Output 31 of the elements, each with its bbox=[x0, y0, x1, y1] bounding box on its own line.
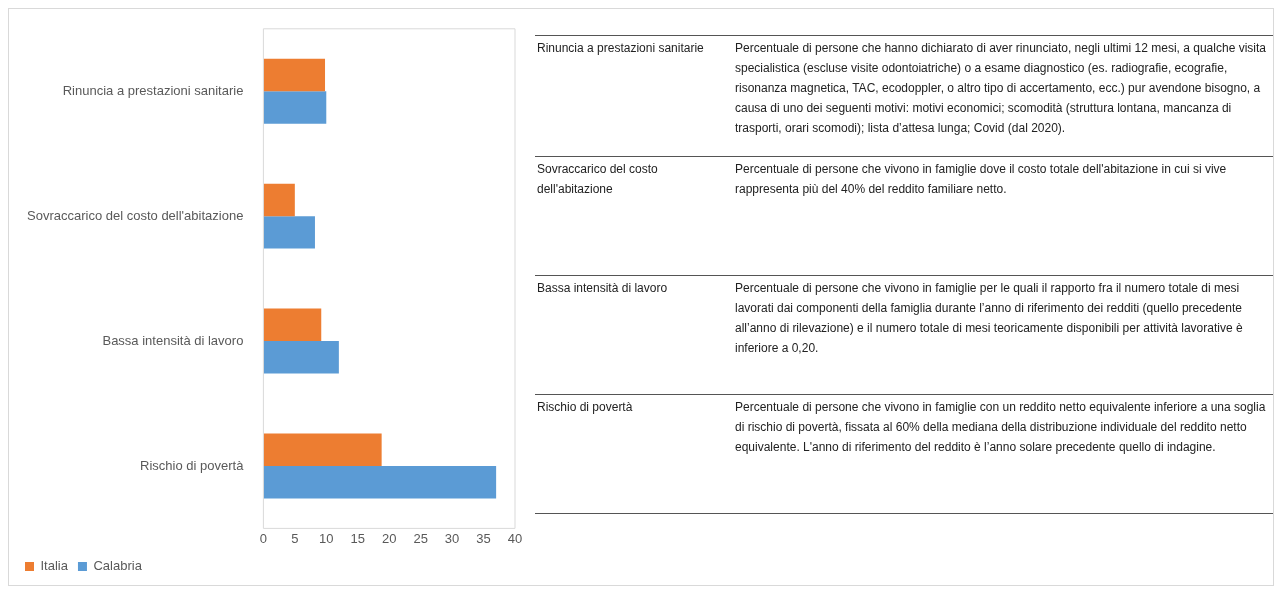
text: Rinuncia a prestazioni sanitarie bbox=[536, 40, 705, 57]
bar bbox=[263, 433, 382, 466]
y-tick-label: Sovraccarico del costo dell'abitazione bbox=[26, 207, 244, 223]
bar bbox=[263, 58, 326, 92]
text: Bassa intensità di lavoro bbox=[536, 280, 669, 297]
x-tick-label: 20 bbox=[381, 530, 397, 546]
text: Percentuale di persone che vivono in famiglie dove il costo totale dell'abitazione in cui si vive rappresenta più del 40% del reddito familiare netto. bbox=[735, 161, 1228, 198]
y-tick-label: Bassa intensità di lavoro bbox=[102, 332, 244, 348]
x-tick-label: 25 bbox=[413, 530, 428, 546]
bar bbox=[263, 183, 295, 217]
text: Percentuale di persone che vivono in famiglie con un reddito netto equivalente inferiore a una soglia di rischio di povertà, fissata al 60% della mediana della distribuzione individuale del reddito netto equivalente. L'anno di riferimento del reddito è l’anno solare precedente quello di indagine. bbox=[735, 399, 1267, 456]
bar bbox=[263, 465, 497, 499]
x-tick-label: 40 bbox=[507, 530, 523, 546]
text: Rischio di povertà bbox=[536, 399, 634, 416]
bar bbox=[263, 308, 322, 342]
legend-label: Italia bbox=[40, 558, 69, 574]
text: Sovraccarico del costo dell'abitazione bbox=[536, 161, 659, 198]
x-tick-label: 15 bbox=[350, 530, 365, 546]
x-tick-label: 30 bbox=[444, 530, 460, 546]
y-tick-label: Rischio di povertà bbox=[140, 457, 245, 473]
x-tick-label: 10 bbox=[319, 530, 334, 546]
text: Percentuale di persone che vivono in famiglie per le quali il rapporto fra il numero totale di mesi lavorati dai componenti della famiglia durante l’anno di riferimento dei redditi (quello precedente all’anno di rilevazione) e il numero totale di mesi teoricamente disponibili per attività lavorative è inferiore a 0,20. bbox=[735, 280, 1244, 357]
bar bbox=[263, 216, 315, 249]
legend-label: Calabria bbox=[93, 558, 143, 574]
y-tick-label: Rinuncia a prestazioni sanitarie bbox=[62, 82, 244, 98]
text: Percentuale di persone che hanno dichiarato di aver rinunciato, negli ultimi 12 mesi, a qualche visita specialistica (escluse visite odontoiatriche) o a esame diagnostico (es. radiografie, ecografie, risonanza magnetica, TAC, ecodoppler, o altro tipo di accertamento, ecc.) pur avendone bisogno, a causa di uno dei seguenti motivi: motivi economici; scomodità (struttura lontana, mancanza di trasporti, orari scomodi); lista d’attesa lunga; Covid (dal 2020). bbox=[735, 40, 1267, 137]
x-tick-label: 5 bbox=[291, 530, 299, 546]
x-tick-label: 35 bbox=[476, 530, 491, 546]
bar bbox=[263, 341, 339, 374]
x-tick-label: 0 bbox=[259, 530, 267, 546]
bar bbox=[263, 91, 327, 124]
